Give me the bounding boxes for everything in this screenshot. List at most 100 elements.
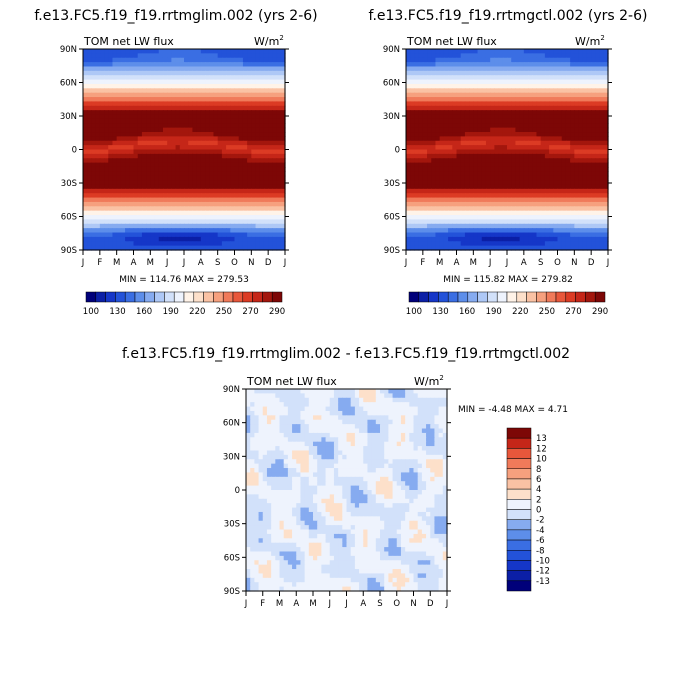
heatmap-cell [464, 241, 470, 247]
heatmap-cell [591, 75, 596, 81]
heatmap-cell [112, 245, 118, 251]
heatmap-cell [238, 158, 244, 164]
heatmap-cell [532, 215, 538, 221]
heatmap-cell [418, 184, 424, 190]
heatmap-cell [112, 70, 118, 76]
heatmap-cell [599, 110, 605, 116]
heatmap-cell [528, 79, 533, 85]
heatmap-cell [95, 140, 101, 146]
heatmap-cell [346, 410, 352, 416]
heatmap-cell [519, 66, 525, 72]
heatmap-cell [108, 206, 114, 212]
heatmap-cell [226, 140, 231, 146]
heatmap-cell [179, 123, 185, 129]
heatmap-cell [192, 132, 198, 137]
heatmap-cell [192, 184, 198, 190]
heatmap-cell [188, 49, 194, 54]
heatmap-cell [519, 132, 525, 137]
heatmap-cell [578, 140, 584, 146]
heatmap-cell [342, 393, 348, 399]
heatmap-cell [591, 88, 596, 94]
heatmap-cell [452, 105, 458, 111]
heatmap-cell [250, 415, 255, 421]
heatmap-cell [234, 171, 240, 177]
heatmap-cell [502, 193, 508, 199]
heatmap-cell [434, 389, 440, 394]
heatmap-cell [87, 215, 93, 221]
heatmap-cell [87, 236, 93, 242]
heatmap-cell [439, 92, 445, 98]
heatmap-cell [104, 158, 109, 164]
heatmap-cell [410, 162, 416, 168]
heatmap-cell [544, 158, 550, 164]
heatmap-cell [268, 123, 273, 129]
heatmap-cell [192, 158, 198, 164]
heatmap-cell [213, 49, 219, 54]
heatmap-cell [162, 245, 168, 251]
heatmap-cell [388, 415, 394, 421]
heatmap-cell [230, 70, 236, 76]
heatmap-cell [158, 193, 164, 199]
heatmap-cell [125, 201, 130, 207]
colorbar-label: 250 [539, 307, 555, 317]
heatmap-cell [192, 140, 198, 146]
heatmap-cell [502, 175, 508, 181]
heatmap-cell [99, 149, 105, 155]
heatmap-cell [200, 201, 206, 207]
heatmap-cell [536, 62, 542, 68]
heatmap-cell [549, 132, 554, 137]
heatmap-cell [549, 70, 554, 76]
heatmap-cell [396, 419, 402, 425]
heatmap-cell [213, 228, 219, 234]
heatmap-cell [410, 114, 416, 120]
heatmap-cell [217, 206, 223, 212]
heatmap-cell [329, 397, 335, 403]
heatmap-cell [561, 175, 567, 181]
heatmap-cell [196, 114, 202, 120]
heatmap-cell [452, 53, 458, 59]
heatmap-cell [603, 245, 609, 251]
heatmap-cell [200, 92, 206, 98]
heatmap-cell [146, 97, 151, 103]
heatmap-cell [116, 79, 122, 85]
heatmap-cell [125, 228, 130, 234]
colorbar-box [477, 291, 488, 303]
heatmap-cell [595, 228, 601, 234]
heatmap-cell [133, 145, 139, 151]
heatmap-cell [561, 206, 567, 212]
heatmap-cell [247, 127, 252, 133]
heatmap-cell [536, 136, 542, 142]
heatmap-cell [544, 79, 550, 85]
heatmap-cell [192, 228, 198, 234]
heatmap-cell [141, 236, 147, 242]
heatmap-cell [591, 70, 596, 76]
heatmap-cell [591, 114, 596, 120]
heatmap-cell [217, 223, 223, 229]
heatmap-cell [108, 66, 114, 72]
heatmap-cell [200, 145, 206, 151]
heatmap-cell [251, 166, 257, 172]
heatmap-cell [502, 149, 508, 155]
heatmap-cell [251, 70, 257, 76]
heatmap-cell [242, 210, 248, 216]
heatmap-cell [112, 57, 118, 63]
heatmap-cell [595, 57, 601, 63]
heatmap-cell [154, 245, 160, 251]
heatmap-cell [460, 236, 466, 242]
heatmap-cell [171, 145, 177, 151]
heatmap-cell [414, 136, 420, 142]
heatmap-cell [120, 153, 126, 159]
heatmap-cell [205, 114, 210, 120]
heatmap-cell [570, 149, 575, 155]
heatmap-cell [473, 153, 479, 159]
heatmap-cell [469, 184, 474, 190]
heatmap-cell [188, 171, 194, 177]
heatmap-cell [104, 105, 109, 111]
heatmap-cell [485, 145, 491, 151]
heatmap-cell [363, 402, 369, 408]
heatmap-cell [532, 66, 538, 72]
heatmap-cell [599, 215, 605, 221]
heatmap-cell [255, 53, 261, 59]
heatmap-cell [481, 75, 487, 81]
heatmap-cell [549, 136, 554, 142]
